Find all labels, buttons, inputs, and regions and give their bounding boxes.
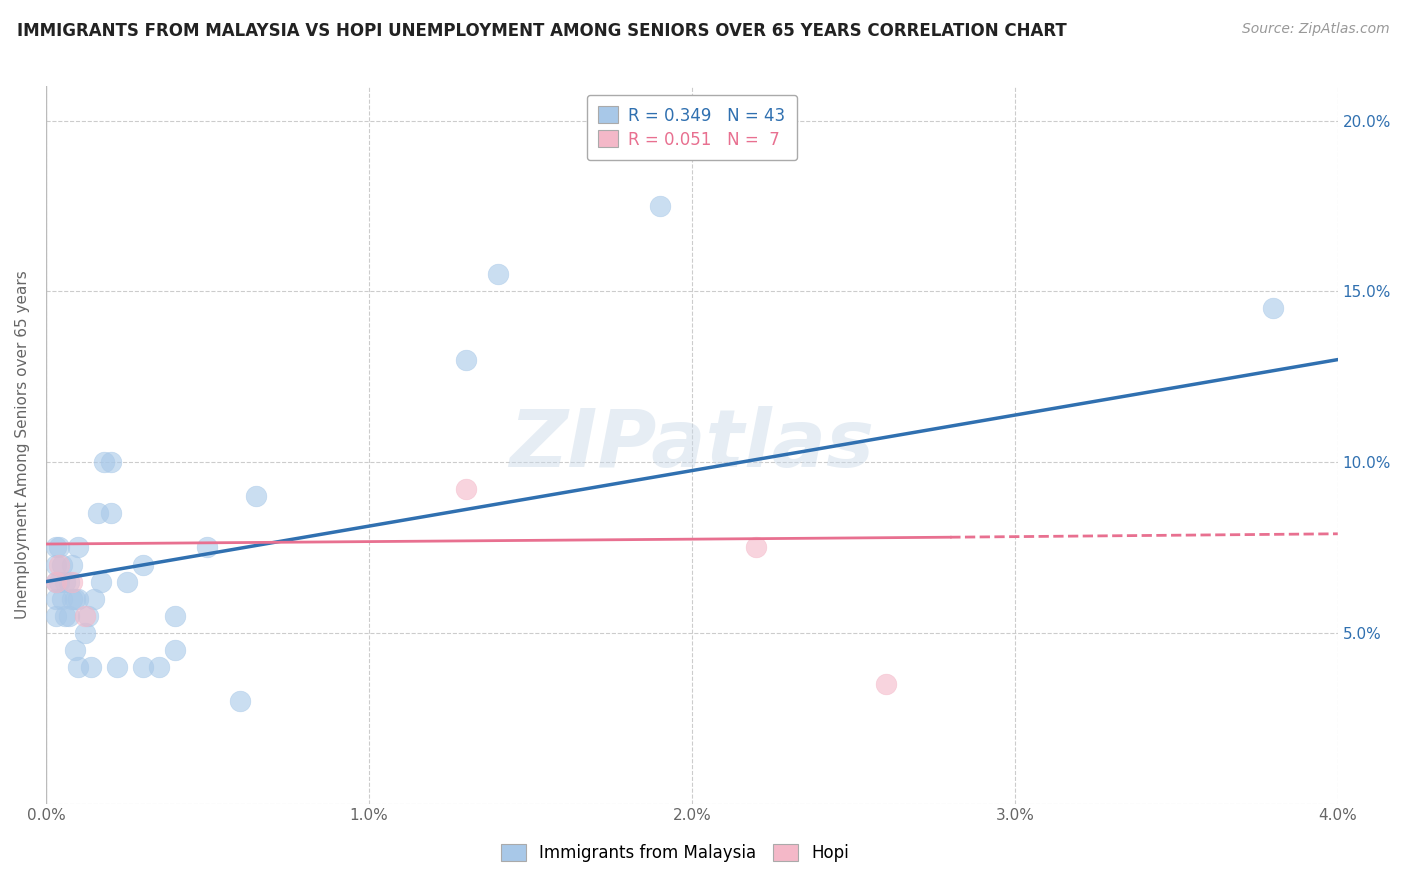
Point <box>45 558 67 572</box>
Point <box>45 574 67 589</box>
Point <box>486 267 509 281</box>
Point <box>73 625 96 640</box>
Point <box>60 558 83 572</box>
Text: IMMIGRANTS FROM MALAYSIA VS HOPI UNEMPLOYMENT AMONG SENIORS OVER 65 YEARS CORREL: IMMIGRANTS FROM MALAYSIA VS HOPI UNEMPLO… <box>17 22 1067 40</box>
Point <box>132 660 155 674</box>
Point <box>197 541 219 555</box>
Point <box>63 643 86 657</box>
Point <box>60 574 83 589</box>
Legend: Immigrants from Malaysia, Hopi: Immigrants from Malaysia, Hopi <box>492 836 858 871</box>
Point <box>115 574 138 589</box>
Point <box>67 591 90 606</box>
Point <box>67 660 90 674</box>
Text: Source: ZipAtlas.com: Source: ZipAtlas.com <box>1241 22 1389 37</box>
Point <box>875 677 897 691</box>
Point <box>63 591 86 606</box>
Point <box>48 574 70 589</box>
Point <box>45 541 67 555</box>
Point <box>105 660 128 674</box>
Point <box>100 506 122 520</box>
Point <box>100 455 122 469</box>
Text: ZIPatlas: ZIPatlas <box>509 406 875 484</box>
Point <box>73 608 96 623</box>
Point <box>53 608 76 623</box>
Legend: R = 0.349   N = 43, R = 0.051   N =  7: R = 0.349 N = 43, R = 0.051 N = 7 <box>586 95 797 161</box>
Point <box>83 591 105 606</box>
Point <box>80 660 103 674</box>
Point <box>93 455 115 469</box>
Point <box>745 541 768 555</box>
Y-axis label: Unemployment Among Seniors over 65 years: Unemployment Among Seniors over 65 years <box>15 270 30 619</box>
Point <box>58 608 80 623</box>
Point <box>58 574 80 589</box>
Point <box>60 591 83 606</box>
Point <box>90 574 112 589</box>
Point <box>229 694 252 708</box>
Point <box>45 591 67 606</box>
Point <box>454 352 477 367</box>
Point <box>454 483 477 497</box>
Point <box>86 506 108 520</box>
Point <box>51 558 73 572</box>
Point <box>132 558 155 572</box>
Point <box>48 541 70 555</box>
Point <box>48 558 70 572</box>
Point <box>245 489 267 503</box>
Point <box>148 660 170 674</box>
Point <box>77 608 100 623</box>
Point <box>45 608 67 623</box>
Point <box>165 608 187 623</box>
Point <box>648 199 671 213</box>
Point <box>53 574 76 589</box>
Point <box>45 574 67 589</box>
Point <box>1263 301 1285 316</box>
Point <box>165 643 187 657</box>
Point <box>51 591 73 606</box>
Point <box>67 541 90 555</box>
